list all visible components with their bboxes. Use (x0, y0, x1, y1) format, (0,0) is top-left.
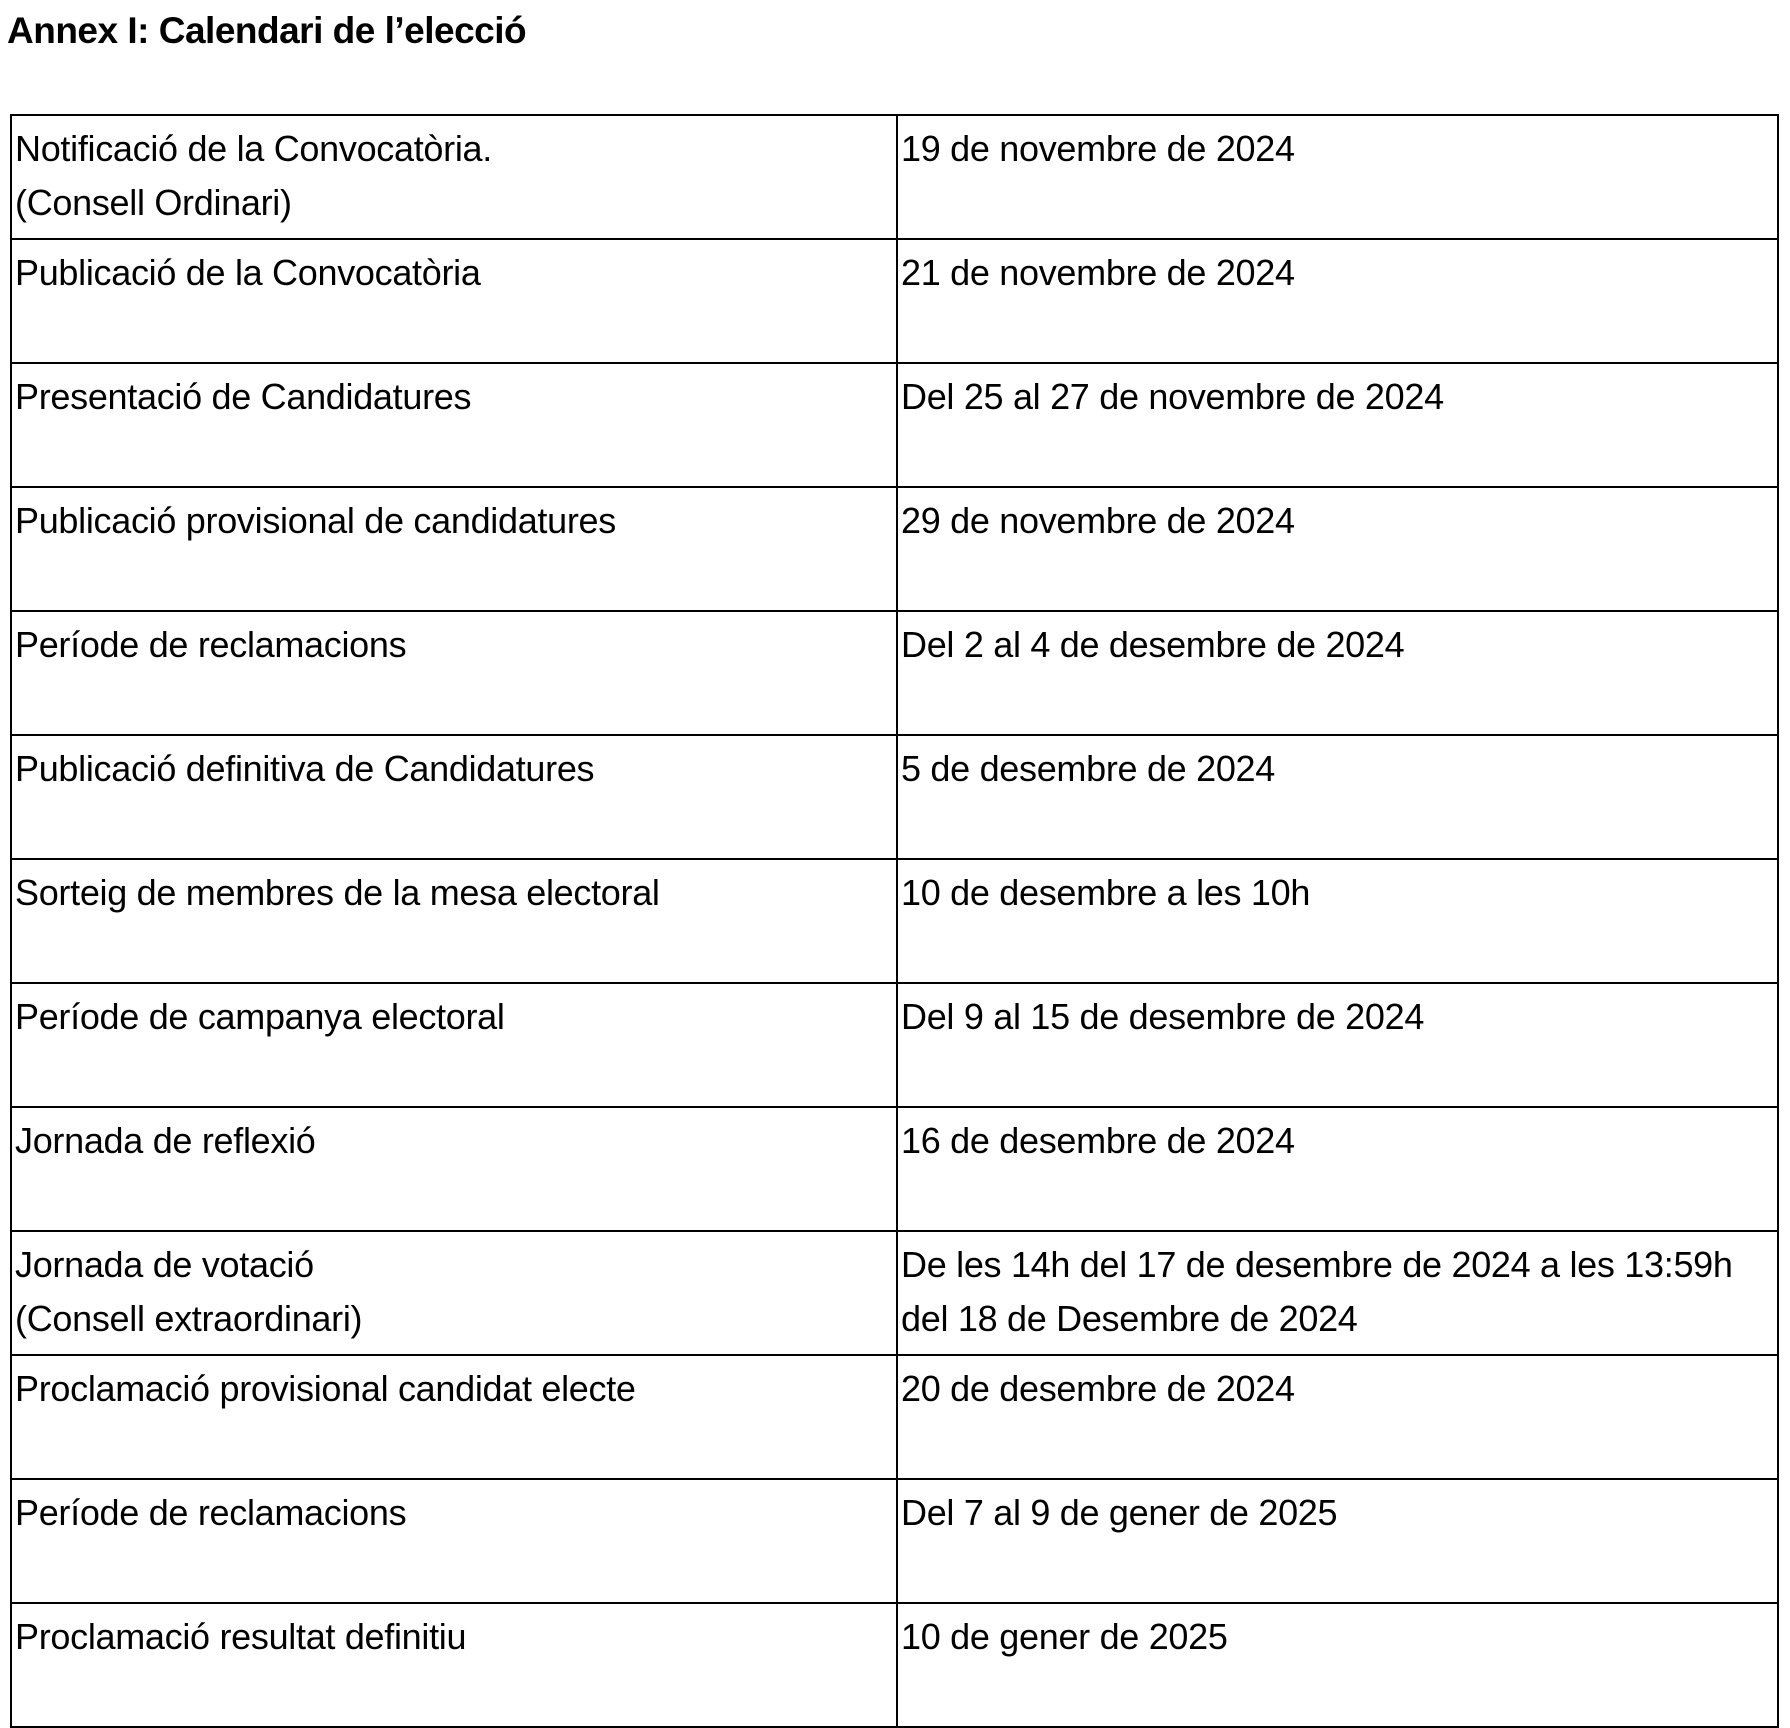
table-row: Període de reclamacions Del 7 al 9 de gen… (10, 1478, 1779, 1604)
event-cell: Publicació de la Convocatòria (10, 238, 898, 364)
date-cell: 16 de desembre de 2024 (896, 1106, 1779, 1232)
event-cell: Proclamació resultat definitiu (10, 1602, 898, 1728)
table-row: Proclamació provisional candidat electe 2… (10, 1354, 1779, 1480)
date-cell: De les 14h del 17 de desembre de 2024 a … (896, 1230, 1779, 1356)
event-cell: Període de campanya electoral (10, 982, 898, 1108)
table-row: Notificació de la Convocatòria. (Consell… (10, 114, 1779, 240)
table-row: Publicació de la Convocatòria 21 de novem… (10, 238, 1779, 364)
date-cell: Del 9 al 15 de desembre de 2024 (896, 982, 1779, 1108)
event-cell: Publicació provisional de candidatures (10, 486, 898, 612)
table-row: Període de campanya electoral Del 9 al 15… (10, 982, 1779, 1108)
table-row: Proclamació resultat definitiu 10 de gene… (10, 1602, 1779, 1728)
table-row: Jornada de votació (Consell extraordinar… (10, 1230, 1779, 1356)
date-cell: Del 7 al 9 de gener de 2025 (896, 1478, 1779, 1604)
table-row: Publicació provisional de candidatures 29… (10, 486, 1779, 612)
event-cell: Publicació definitiva de Candidatures (10, 734, 898, 860)
event-cell: Període de reclamacions (10, 1478, 898, 1604)
table-row: Jornada de reflexió 16 de desembre de 202… (10, 1106, 1779, 1232)
date-cell: Del 25 al 27 de novembre de 2024 (896, 362, 1779, 488)
date-cell: Del 2 al 4 de desembre de 2024 (896, 610, 1779, 736)
date-cell: 10 de desembre a les 10h (896, 858, 1779, 984)
table-row: Període de reclamacions Del 2 al 4 de des… (10, 610, 1779, 736)
election-calendar-table: Notificació de la Convocatòria. (Consell… (10, 114, 1779, 1728)
date-cell: 19 de novembre de 2024 (896, 114, 1779, 240)
event-cell: Jornada de votació (Consell extraordinar… (10, 1230, 898, 1356)
date-cell: 10 de gener de 2025 (896, 1602, 1779, 1728)
date-cell: 21 de novembre de 2024 (896, 238, 1779, 364)
event-cell: Sorteig de membres de la mesa electoral (10, 858, 898, 984)
event-cell: Període de reclamacions (10, 610, 898, 736)
date-cell: 5 de desembre de 2024 (896, 734, 1779, 860)
page-title: Annex I: Calendari de l’elecció (7, 10, 527, 51)
event-cell: Presentació de Candidatures (10, 362, 898, 488)
event-cell: Proclamació provisional candidat electe (10, 1354, 898, 1480)
event-cell: Jornada de reflexió (10, 1106, 898, 1232)
event-cell: Notificació de la Convocatòria. (Consell… (10, 114, 898, 240)
table-row: Publicació definitiva de Candidatures 5 d… (10, 734, 1779, 860)
table-row: Presentació de Candidatures Del 25 al 27 … (10, 362, 1779, 488)
date-cell: 29 de novembre de 2024 (896, 486, 1779, 612)
table-row: Sorteig de membres de la mesa electoral 1… (10, 858, 1779, 984)
date-cell: 20 de desembre de 2024 (896, 1354, 1779, 1480)
